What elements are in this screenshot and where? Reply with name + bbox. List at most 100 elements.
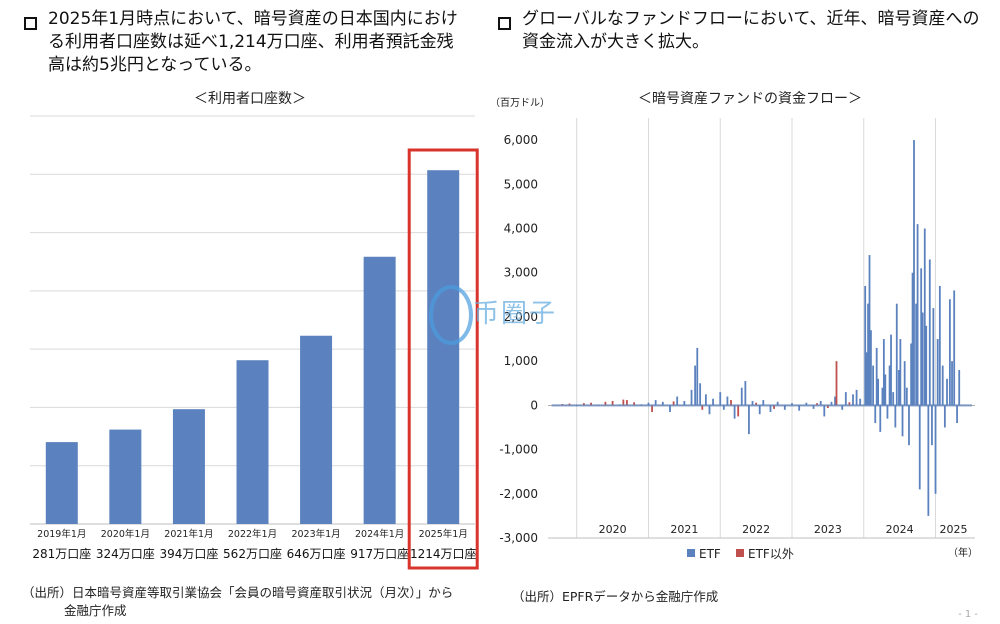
etf-flow-baseline — [615, 404, 617, 407]
etf-flow-baseline — [585, 404, 587, 407]
etf-flow-baseline — [890, 404, 892, 407]
etf-flow-baseline — [934, 404, 936, 407]
etf-flow-baseline — [765, 404, 767, 407]
etf-flow-baseline — [916, 404, 918, 407]
etf-flow-baseline — [964, 404, 966, 407]
etf-flow-baseline — [584, 404, 586, 407]
etf-flow-baseline — [939, 404, 941, 407]
etf-flow-baseline — [816, 404, 818, 407]
etf-flow-baseline — [884, 404, 886, 407]
etf-flow-baseline — [715, 404, 717, 407]
etf-flow-baseline — [605, 404, 607, 407]
etf-flow-bar — [953, 290, 956, 406]
etf-flow-baseline — [719, 404, 721, 407]
etf-flow-baseline — [593, 404, 595, 407]
etf-flow-baseline — [668, 404, 670, 407]
etf-flow-baseline — [630, 404, 632, 407]
etf-flow-baseline — [561, 404, 563, 407]
etf-flow-baseline — [815, 404, 817, 407]
right-source: （出所）EPFRデータから金融庁作成 — [512, 589, 719, 604]
etf-flow-baseline — [596, 404, 598, 407]
legend-non-etf-label: ETF以外 — [748, 547, 794, 561]
etf-flow-baseline — [865, 404, 867, 407]
etf-flow-baseline — [604, 404, 606, 407]
etf-flow-bar — [915, 303, 918, 406]
etf-flow-baseline — [598, 404, 600, 407]
etf-flow-bar — [661, 401, 664, 406]
etf-flow-baseline — [767, 404, 769, 407]
left-bar — [109, 429, 142, 524]
etf-flow-baseline — [896, 404, 898, 407]
left-chart: 2019年1月 281万口座 2020年1月 324万口座 2021年1月 394万口座 2… — [30, 115, 479, 570]
etf-flow-baseline — [793, 404, 795, 407]
etf-flow-baseline — [595, 404, 597, 407]
etf-flow-baseline — [698, 404, 700, 407]
etf-flow-baseline — [676, 404, 678, 407]
etf-flow-baseline — [746, 404, 748, 407]
etf-flow-baseline — [740, 404, 742, 407]
etf-flow-baseline — [671, 404, 673, 407]
etf-flow-bar — [748, 405, 750, 435]
etf-flow-baseline — [755, 404, 757, 407]
etf-flow-baseline — [749, 404, 751, 407]
etf-flow-bar — [905, 387, 908, 406]
watermark: 币圈子 — [425, 283, 595, 345]
etf-flow-bar — [654, 400, 657, 406]
etf-flow-bar — [694, 365, 697, 406]
etf-flow-bar — [879, 405, 882, 432]
right-chart-title: ＜暗号資産ファンドの資金フロー＞ — [638, 91, 862, 107]
etf-flow-baseline — [713, 404, 715, 407]
etf-flow-baseline — [643, 404, 645, 407]
etf-flow-baseline — [856, 404, 858, 407]
etf-flow-baseline — [646, 404, 648, 407]
etf-flow-bar — [881, 387, 884, 406]
etf-flow-baseline — [911, 404, 913, 407]
etf-flow-baseline — [637, 404, 639, 407]
etf-flow-baseline — [734, 404, 736, 407]
etf-flow-baseline — [901, 404, 903, 407]
etf-flow-bar — [708, 405, 711, 415]
etf-flow-baseline — [725, 404, 727, 407]
etf-flow-baseline — [955, 404, 957, 407]
etf-flow-baseline — [647, 404, 649, 407]
etf-flow-baseline — [578, 404, 580, 407]
right-year-label: 2021 — [670, 523, 698, 536]
non-etf-flow-bar — [835, 361, 838, 406]
etf-flow-baseline — [771, 404, 773, 407]
etf-flow-baseline — [870, 404, 872, 407]
etf-flow-baseline — [565, 404, 567, 407]
etf-flow-baseline — [581, 404, 583, 407]
etf-flow-baseline — [716, 404, 718, 407]
etf-flow-baseline — [836, 404, 838, 407]
etf-flow-baseline — [554, 404, 556, 407]
etf-flow-baseline — [802, 404, 804, 407]
non-etf-flow-bar — [701, 405, 704, 410]
etf-flow-baseline — [655, 404, 657, 407]
etf-flow-baseline — [812, 404, 814, 407]
etf-flow-baseline — [791, 404, 793, 407]
etf-flow-baseline — [670, 404, 672, 407]
etf-flow-baseline — [885, 404, 887, 407]
etf-flow-baseline — [697, 404, 699, 407]
right-y-tick-label: 6,000 — [504, 133, 538, 147]
etf-flow-baseline — [612, 404, 614, 407]
etf-flow-baseline — [774, 404, 776, 407]
etf-flow-baseline — [846, 404, 848, 407]
etf-flow-baseline — [769, 404, 771, 407]
etf-flow-baseline — [733, 404, 735, 407]
etf-flow-baseline — [722, 404, 724, 407]
etf-flow-baseline — [679, 404, 681, 407]
etf-flow-baseline — [788, 404, 790, 407]
etf-flow-bar — [927, 405, 930, 516]
etf-flow-bar — [895, 303, 898, 406]
etf-flow-baseline — [915, 404, 917, 407]
etf-flow-baseline — [838, 404, 840, 407]
etf-flow-baseline — [932, 404, 934, 407]
etf-flow-baseline — [560, 404, 562, 407]
etf-flow-bar — [712, 398, 714, 406]
etf-flow-baseline — [834, 404, 836, 407]
etf-flow-bar — [898, 370, 900, 406]
etf-flow-baseline — [930, 404, 932, 407]
right-chart-y-unit: （百万ドル） — [490, 98, 550, 109]
